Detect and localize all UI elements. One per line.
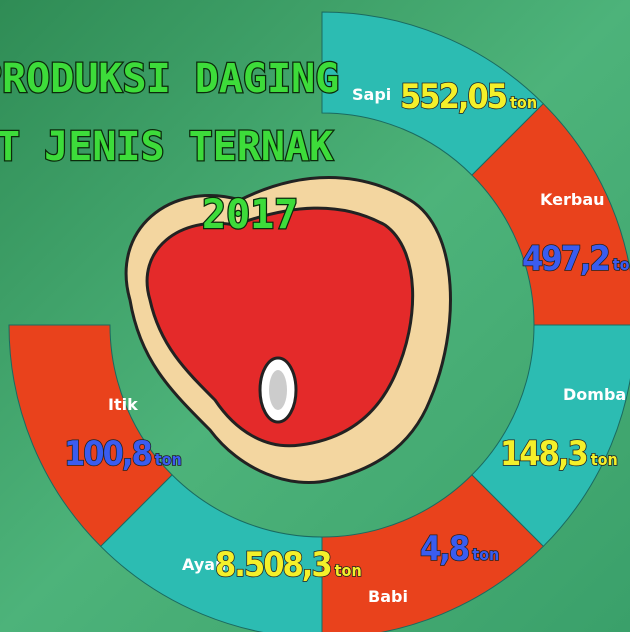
- segment-name: Babi: [368, 587, 408, 606]
- value-unit: ton: [335, 561, 362, 580]
- value-unit: ton: [155, 450, 182, 469]
- value-number: 148,3: [500, 434, 587, 474]
- segment-name: Kerbau: [540, 190, 605, 209]
- value-unit: ton: [510, 93, 537, 112]
- value-unit: ton: [591, 450, 618, 469]
- segment-name: Domba: [563, 385, 626, 404]
- infographic: PRODUKSI DAGING T JENIS TERNAK 2017 Sapi…: [0, 0, 630, 632]
- value-number: 8.508,3: [215, 545, 331, 585]
- value-unit: ton: [472, 545, 499, 564]
- value-number: 4,8: [420, 529, 469, 569]
- value-unit: ton: [613, 255, 630, 274]
- title-line: T JENIS TERNAK: [0, 124, 333, 170]
- value-number: 497,2: [522, 239, 609, 279]
- segment-name: Itik: [108, 395, 138, 414]
- value-number: 100,8: [64, 434, 151, 474]
- title-line: PRODUKSI DAGING: [0, 56, 339, 102]
- segment-name: Sapi: [352, 85, 391, 104]
- title-year: 2017: [202, 192, 298, 238]
- value-number: 552,05: [400, 77, 507, 117]
